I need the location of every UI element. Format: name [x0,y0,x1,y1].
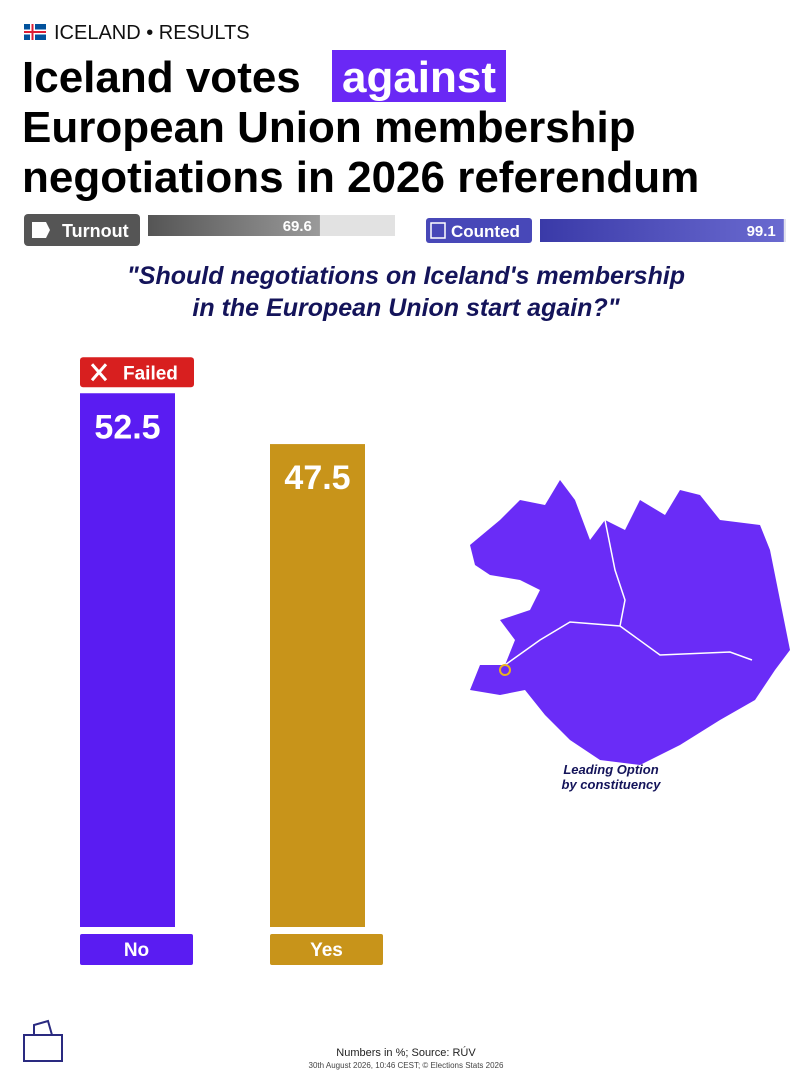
counted-value: 99.1 [747,223,776,240]
turnout-bar [148,215,320,236]
flag-icon [24,24,46,40]
ballot-icon [32,222,50,238]
bar [270,444,365,927]
counted-bar [540,219,784,242]
question: in the European Union start again?" [192,294,620,322]
outcome-badge: Failed [123,363,178,384]
outcome-badge-bg [80,357,194,388]
constituency-borders [504,519,753,666]
question: "Should negotiations on Iceland's member… [127,262,685,290]
title: negotiations in 2026 referendum [22,153,699,202]
title: European Union membership [22,103,636,152]
capital-region [499,664,511,676]
map-caption: by constituency [562,777,662,792]
map-shape [470,480,790,765]
kicker: ICELAND • RESULTS [54,22,250,44]
counted-icon [430,222,446,239]
iceland-map [470,480,790,765]
title: Iceland votes [22,53,301,102]
value-label: 52.5 [94,408,160,446]
category-label: No [124,940,149,961]
bar [80,393,175,927]
counted-label-bg [426,218,532,243]
counted-label: Counted [451,222,520,241]
turnout-label: Turnout [62,221,129,241]
footer-date: 30th August 2026, 10:46 CEST; © Election… [309,1061,504,1070]
turnout-label-bg [24,214,140,246]
footer-source: Numbers in %; Source: RÚV [336,1046,476,1059]
map-caption: Leading Option [563,762,658,777]
value-label: 47.5 [284,459,350,497]
title-highlight-bg [332,50,506,102]
category-label-bg [80,934,193,965]
title-highlight: against [342,53,496,102]
category-label-bg [270,934,383,965]
cross-icon [90,363,108,382]
ballot-box-icon [23,1019,63,1062]
turnout-value: 69.6 [283,218,312,235]
category-label: Yes [310,940,343,961]
